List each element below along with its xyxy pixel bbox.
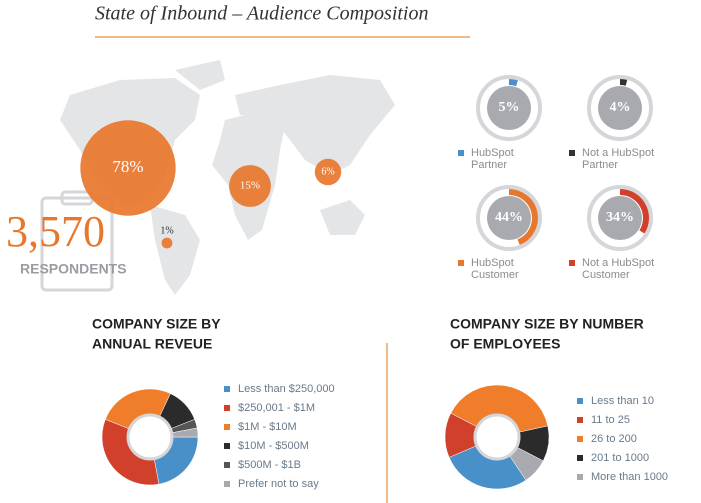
legend-swatch (577, 474, 583, 480)
gauge-label: Not a HubSpot (582, 257, 654, 269)
legend-swatch (224, 481, 230, 487)
bubble-label: 15% (240, 180, 260, 192)
legend-swatch (577, 436, 583, 442)
bubble-label: 6% (321, 166, 334, 177)
legend-label: $10M - $500M (238, 440, 309, 452)
legend-label: Less than $250,000 (238, 383, 335, 395)
map-bubble (229, 165, 271, 207)
legend-swatch (458, 260, 464, 266)
gauge-value: 4% (610, 100, 631, 115)
legend-label: $250,001 - $1M (238, 402, 315, 414)
gauge-core (487, 86, 531, 130)
page-title: State of Inbound – Audience Composition (95, 3, 429, 25)
gauge-arc (508, 189, 538, 245)
bubble-label: 1% (160, 225, 173, 236)
gauge-label: Not a HubSpot (582, 147, 654, 159)
bubble-label: 78% (112, 157, 143, 176)
legend-swatch (458, 150, 464, 156)
gauge-arc (619, 189, 649, 234)
chart-title: ANNUAL REVEUE (92, 336, 212, 352)
legend-swatch (224, 462, 230, 468)
legend-swatch (224, 443, 230, 449)
legend-swatch (224, 386, 230, 392)
gauge-label: Customer (471, 269, 519, 281)
pie-slice (448, 436, 527, 490)
gauge-core (598, 86, 642, 130)
pie-slice (450, 384, 549, 438)
legend-swatch (569, 150, 575, 156)
gauge-arc (619, 79, 628, 86)
legend-swatch (224, 424, 230, 430)
chart-title: OF EMPLOYEES (450, 336, 560, 352)
gauge-label: HubSpot (471, 147, 514, 159)
gauge-ring (587, 185, 653, 251)
chart-title: COMPANY SIZE BY (92, 316, 221, 332)
legend-label: 26 to 200 (591, 433, 637, 445)
legend-label: $1M - $10M (238, 421, 297, 433)
map-bubble (314, 158, 342, 186)
gauge-arc (508, 79, 518, 87)
gauge-label: Partner (471, 159, 507, 171)
legend-label: More than 1000 (591, 471, 668, 483)
map-bubble (80, 120, 176, 216)
legend-label: 201 to 1000 (591, 452, 649, 464)
gauge-value: 34% (606, 210, 634, 225)
legend-swatch (577, 455, 583, 461)
legend-swatch (577, 417, 583, 423)
gauge-label: Customer (582, 269, 630, 281)
donut-hole (473, 413, 521, 461)
gauge-ring (587, 75, 653, 141)
gauge-core (487, 196, 531, 240)
legend-label: 11 to 25 (591, 414, 630, 426)
map-bubble (161, 237, 173, 249)
gauge-label: HubSpot (471, 257, 514, 269)
donut-hole (126, 413, 174, 461)
gauge-value: 5% (499, 100, 520, 115)
chart-title: COMPANY SIZE BY NUMBER (450, 316, 644, 332)
gauge-label: Partner (582, 159, 618, 171)
legend-label: Prefer not to say (238, 478, 319, 490)
gauge-core (598, 196, 642, 240)
respondent-label: RESPONDENTS (20, 261, 127, 277)
legend-label: Less than 10 (591, 395, 654, 407)
legend-label: $500M - $1B (238, 459, 301, 471)
gauge-value: 44% (495, 210, 523, 225)
gauge-ring (476, 75, 542, 141)
legend-swatch (224, 405, 230, 411)
respondent-count: 3,570 (6, 207, 105, 256)
legend-swatch (577, 398, 583, 404)
gauge-ring (476, 185, 542, 251)
legend-swatch (569, 260, 575, 266)
